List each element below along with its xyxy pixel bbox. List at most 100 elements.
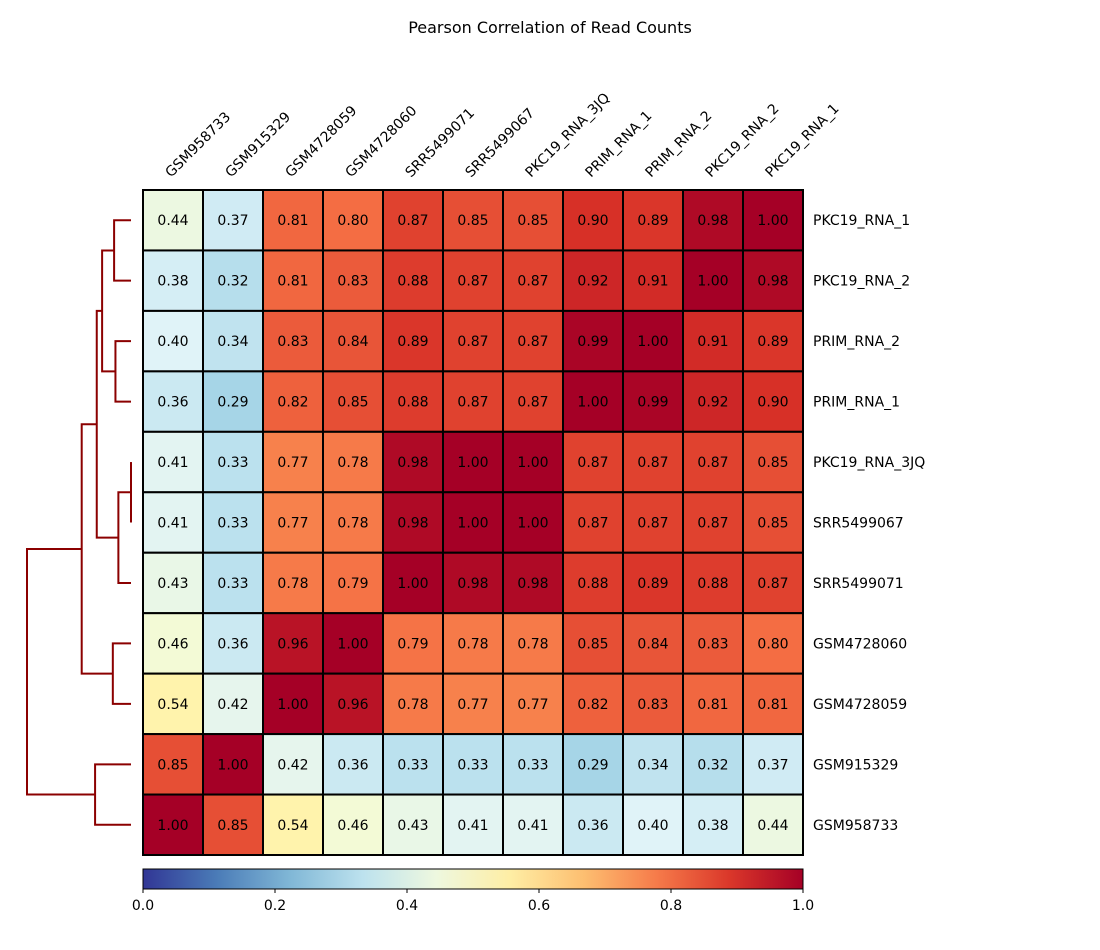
cell-value-label: 0.77 [277,455,308,471]
heatmap-cell [502,733,564,796]
cell-value-label: 0.87 [697,516,728,532]
heatmap-cell [382,612,444,675]
heatmap-cell [742,551,804,615]
cell-value-label: 0.84 [337,334,368,350]
cell-value-label: 0.77 [277,516,308,532]
heatmap-cell [562,189,624,252]
cell-value-label: 0.89 [637,576,668,592]
dendrogram-link [114,340,131,403]
cell-value-label: 0.42 [217,697,248,713]
row-label: GSM958733 [813,818,898,834]
cell-value-label: 0.88 [577,576,608,592]
heatmap-cell [562,430,624,494]
cell-value-label: 0.90 [757,395,788,411]
row-label: SRR5499071 [813,576,904,592]
heatmap-cell [742,189,804,252]
cell-value-label: 0.83 [697,636,728,652]
cell-value-label: 0.87 [457,395,488,411]
cell-value-label: 0.87 [697,455,728,471]
cell-value-label: 0.87 [517,274,548,290]
cell-value-label: 0.82 [577,697,608,713]
cell-value-label: 1.00 [457,455,488,471]
cell-value-label: 0.99 [577,334,608,350]
heatmap-cell [202,793,264,857]
colorbar-tick-label: 0.8 [660,898,682,914]
heatmap-cell [562,370,624,433]
cell-value-label: 0.87 [457,274,488,290]
heatmap-cell [322,309,384,373]
cell-value-label: 0.41 [157,516,188,532]
heatmap-cell [742,733,804,796]
cell-value-label: 0.99 [637,395,668,411]
cell-value-label: 0.85 [457,213,488,229]
cell-value-label: 0.33 [217,455,248,471]
dendrogram-link [111,642,131,705]
row-label: GSM4728059 [813,697,907,713]
heatmap-cell [202,309,264,373]
row-label: PKC19_RNA_2 [813,274,910,290]
cell-value-label: 0.79 [337,576,368,592]
colorbar-tick-label: 0.6 [528,898,550,914]
heatmap-cell [682,370,744,433]
cell-value-label: 0.78 [517,636,548,652]
cell-value-label: 1.00 [637,334,668,350]
heatmap-cell [142,733,204,796]
cell-value-label: 0.82 [277,395,308,411]
cell-value-label: 0.33 [397,757,428,773]
cell-value-label: 0.85 [217,818,248,834]
heatmap-frame [142,189,804,856]
cell-value-label: 1.00 [397,576,428,592]
cell-value-label: 0.83 [637,697,668,713]
row-dendrogram [26,219,132,826]
heatmap-cell [682,491,744,554]
cell-value-label: 0.87 [757,576,788,592]
cell-value-label: 0.33 [517,757,548,773]
cell-value-label: 0.87 [637,516,668,532]
heatmap-cell [382,189,444,252]
cell-value-label: 0.54 [157,697,188,713]
heatmap-cell [502,551,564,615]
cell-value-label: 1.00 [517,516,548,532]
heatmap-cell [682,189,744,252]
cell-value-label: 0.33 [217,516,248,532]
heatmap-cell [682,672,744,736]
cell-value-label: 0.81 [697,697,728,713]
heatmap-cell [502,672,564,736]
cell-value-label: 0.37 [757,757,788,773]
cell-value-label: 0.91 [697,334,728,350]
heatmap-cell [382,430,444,494]
heatmap-cell [262,370,324,433]
cell-value-label: 0.87 [457,334,488,350]
heatmap-cell [682,793,744,857]
cell-value-label: 0.90 [577,213,608,229]
cell-value-label: 0.92 [697,395,728,411]
cell-value-label: 0.89 [757,334,788,350]
heatmap-cell [442,370,504,433]
dendrogram-link [117,491,131,584]
heatmap-cell [382,491,444,554]
cell-value-label: 0.46 [157,636,188,652]
cell-value-label: 0.44 [757,818,788,834]
heatmap-cell [142,491,204,554]
cell-value-label: 0.85 [337,395,368,411]
cell-value-label: 0.41 [457,818,488,834]
cell-value-label: 1.00 [337,636,368,652]
cell-value-label: 0.88 [397,395,428,411]
cell-value-label: 0.44 [157,213,188,229]
cell-value-label: 0.81 [277,213,308,229]
cell-value-label: 0.77 [457,697,488,713]
cell-value-label: 0.33 [217,576,248,592]
cell-value-label: 0.85 [757,516,788,532]
cell-value-label: 0.78 [277,576,308,592]
cell-value-label: 1.00 [277,697,308,713]
cell-value-label: 0.92 [577,274,608,290]
colorbar-tick-label: 0.4 [396,898,418,914]
cell-value-label: 0.98 [397,455,428,471]
cell-value-label: 0.34 [217,334,248,350]
cell-value-label: 0.78 [457,636,488,652]
heatmap-cell [442,491,504,554]
heatmap-cell [202,551,264,615]
cell-value-label: 0.36 [577,818,608,834]
row-labels: PKC19_RNA_1 PKC19_RNA_2 PRIM_RNA_2 PRIM_RNA… [813,213,925,834]
